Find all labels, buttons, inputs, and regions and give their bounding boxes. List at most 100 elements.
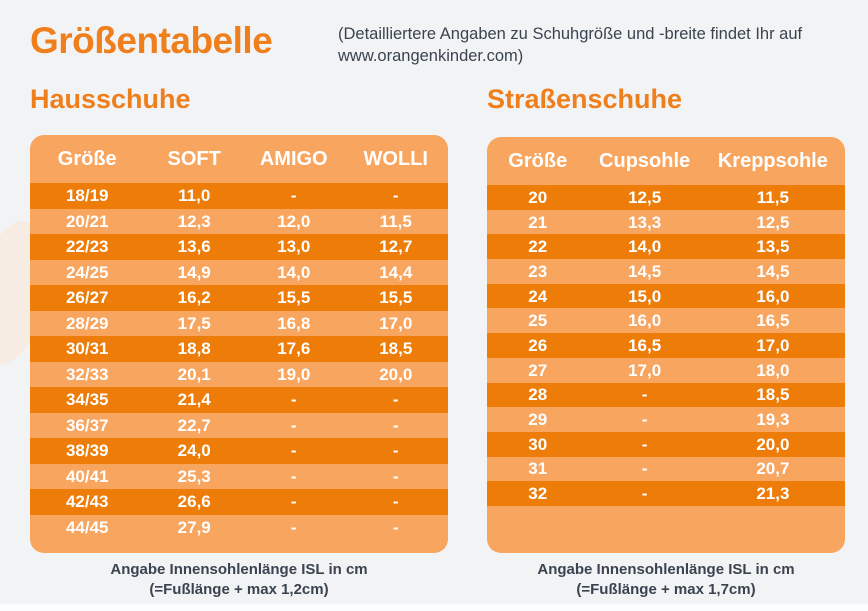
table-cell: 29: [528, 410, 548, 430]
table-cell: 19,3: [756, 410, 790, 430]
table-row: 24/25 14,9 14,0 14,4: [30, 260, 448, 286]
hausschuhe-table-body: 18/19 11,0 - - 20/21 12,3 12,0 11,5 22/23 13,6 13,…: [30, 183, 448, 540]
table-row: 28/29 17,5 16,8 17,0: [30, 311, 448, 337]
table-row: 31 - 20,7: [487, 457, 845, 482]
table-cell: 42/43: [65, 492, 109, 512]
table-cell: 12,3: [177, 211, 211, 231]
table-cell: 27: [528, 360, 548, 380]
table-cell: 21: [528, 212, 548, 232]
table-cell: 38/39: [65, 441, 109, 461]
table-cell: 40/41: [65, 466, 109, 486]
table-row: 20/21 12,3 12,0 11,5: [30, 209, 448, 235]
table-cell: 44/45: [65, 517, 109, 537]
table-cell: 17,0: [756, 335, 790, 355]
table-cell: 20,0: [379, 364, 413, 384]
table-cell: 16,5: [756, 311, 790, 331]
strassenschuhe-footnote-line1: Angabe Innensohlenlänge ISL in cm: [537, 561, 795, 578]
table-cell: 11,5: [756, 187, 789, 207]
table-cell: 30/31: [65, 339, 109, 359]
column-header: Kreppsohle: [717, 149, 828, 172]
table-cell: 15,5: [379, 288, 413, 308]
page-title: Größentabelle: [30, 20, 273, 61]
table-cell: 19,0: [277, 364, 311, 384]
table-cell: 15,5: [277, 288, 311, 308]
strassenschuhe-table-body: 20 12,5 11,5 21 13,3 12,5 22 14,0 13,5 23 14,5 14,5…: [487, 185, 845, 506]
table-cell: 12,0: [277, 211, 311, 231]
table-cell: 26: [528, 335, 548, 355]
table-cell: 11,5: [379, 211, 412, 231]
section-heading-hausschuhe: Hausschuhe: [30, 84, 191, 114]
table-cell: -: [290, 390, 297, 410]
table-cell: -: [392, 441, 399, 461]
table-cell: -: [392, 492, 399, 512]
hausschuhe-footnote-line2: (=Fußlänge + max 1,2cm): [149, 581, 329, 599]
table-cell: 21,4: [177, 390, 211, 410]
table-cell: -: [290, 466, 297, 486]
table-cell: -: [641, 410, 648, 430]
table-cell: 14,4: [379, 262, 413, 282]
table-cell: 22: [528, 237, 548, 257]
table-cell: 14,0: [628, 237, 662, 257]
table-cell: 24: [528, 286, 548, 306]
hausschuhe-footnote-line1: Angabe Innensohlenlänge ISL in cm: [110, 561, 368, 578]
table-cell: -: [641, 434, 648, 454]
subtitle-note: (Detailliertere Angaben zu Schuhgröße un…: [338, 25, 803, 65]
table-row: 30/31 18,8 17,6 18,5: [30, 336, 448, 362]
table-cell: -: [290, 492, 297, 512]
column-header: Größe: [57, 147, 117, 170]
table-cell: 31: [528, 459, 548, 479]
table-cell: 12,5: [628, 187, 662, 207]
table-cell: 15,0: [628, 286, 662, 306]
table-cell: 27,9: [177, 517, 211, 537]
table-cell: 18,8: [177, 339, 211, 359]
table-cell: 17,0: [628, 360, 662, 380]
table-cell: 14,0: [277, 262, 311, 282]
column-header: Größe: [508, 149, 568, 172]
table-cell: 20: [528, 187, 548, 207]
table-cell: 18/19: [65, 186, 109, 206]
table-cell: 20/21: [65, 211, 109, 231]
column-header: WOLLI: [363, 147, 428, 170]
table-row: 32/33 20,1 19,0 20,0: [30, 362, 448, 388]
table-row: 26/27 16,2 15,5 15,5: [30, 285, 448, 311]
table-cell: 11,0: [178, 186, 211, 206]
table-cell: 13,3: [628, 212, 662, 232]
table-cell: 13,5: [756, 237, 790, 257]
table-cell: 32: [528, 484, 548, 504]
table-cell: 26,6: [177, 492, 211, 512]
table-cell: -: [290, 441, 297, 461]
table-cell: 14,9: [177, 262, 211, 282]
table-cell: 20,0: [756, 434, 790, 454]
table-cell: 18,5: [379, 339, 413, 359]
strassenschuhe-table-header: Größe Cupsohle Kreppsohle: [487, 137, 845, 185]
column-header: AMIGO: [259, 147, 328, 170]
table-cell: -: [641, 459, 648, 479]
table-cell: 28/29: [65, 313, 109, 333]
table-cell: -: [290, 415, 297, 435]
table-cell: 18,5: [756, 385, 790, 405]
table-row: 30 - 20,0: [487, 431, 845, 457]
table-row: 40/41 25,3 - -: [30, 464, 448, 490]
table-cell: 26/27: [65, 288, 109, 308]
table-cell: 14,5: [756, 261, 790, 281]
table-cell: -: [290, 517, 297, 537]
table-cell: -: [392, 517, 399, 537]
hausschuhe-table-header: Größe SOFT AMIGO WOLLI: [30, 135, 448, 183]
section-heading-strassenschuhe: Straßenschuhe: [487, 84, 683, 114]
table-cell: 24/25: [65, 262, 109, 282]
table-row: 23 14,5 14,5: [487, 259, 845, 284]
table-cell: 18,0: [756, 360, 790, 380]
bottom-edge-strip: [0, 604, 868, 611]
table-row: 36/37 22,7 - -: [30, 413, 448, 439]
table-row: 29 - 19,3: [487, 407, 845, 432]
table-cell: 17,0: [379, 313, 413, 333]
table-row: 20 12,5 11,5: [487, 185, 845, 210]
hausschuhe-table: Größe SOFT AMIGO WOLLI 18/19 11,0 - - 20/21 12,3…: [30, 135, 448, 553]
table-row: 22/23 13,6 13,0 12,7: [30, 234, 448, 260]
table-cell: -: [641, 484, 648, 504]
table-cell: 36/37: [65, 415, 109, 435]
strassenschuhe-table: Größe Cupsohle Kreppsohle 20 12,5 11,5 21 13,3…: [487, 137, 845, 553]
table-cell: 30: [528, 434, 548, 454]
hausschuhe-footnote: Angabe Innensohlenlänge ISL in cm (=Fußl…: [30, 560, 448, 601]
